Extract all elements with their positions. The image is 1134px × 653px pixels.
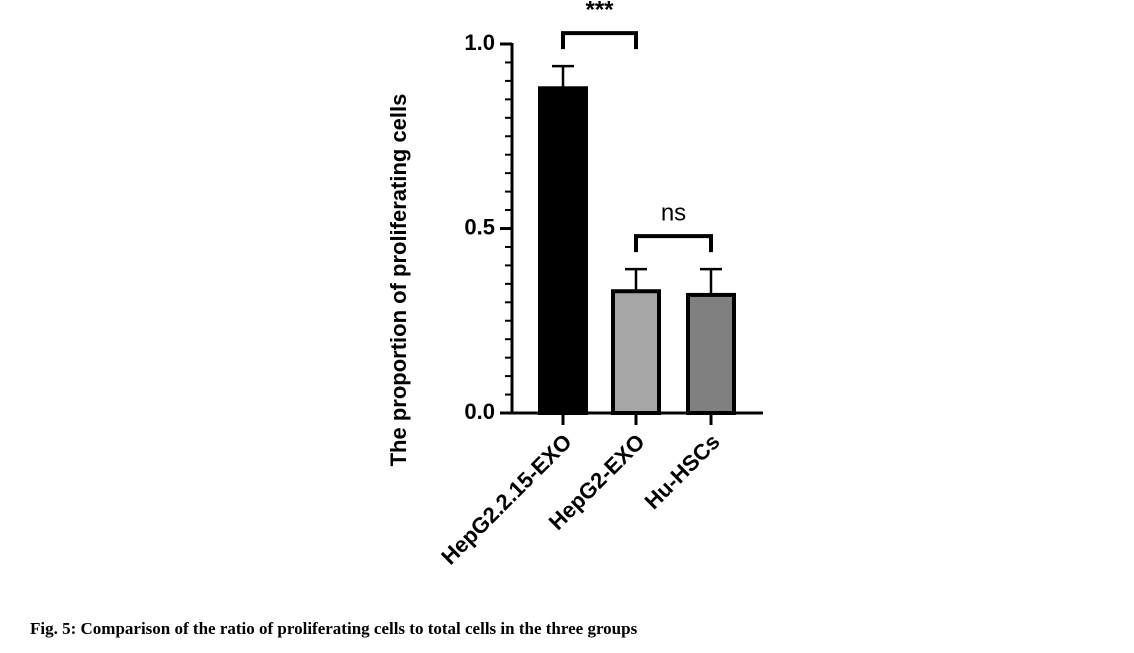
significance-bracket bbox=[634, 234, 713, 253]
x-tick-label: Hu-HSCs bbox=[640, 429, 725, 514]
significance-label: *** bbox=[585, 0, 614, 23]
bar bbox=[538, 86, 588, 415]
bar bbox=[686, 292, 736, 416]
y-tick-label: 0.0 bbox=[464, 399, 495, 424]
significance-label: ns bbox=[661, 199, 686, 226]
y-tick-label: 1.0 bbox=[464, 30, 495, 55]
caption: Fig. 5: Comparison of the ratio of proli… bbox=[30, 619, 638, 638]
bar bbox=[611, 289, 661, 416]
significance-bracket bbox=[561, 31, 638, 50]
x-tick-label: HepG2.2.15-EXO bbox=[436, 429, 576, 569]
y-axis-label: The proportion of proliferating cells bbox=[386, 94, 411, 467]
y-tick-label: 0.5 bbox=[464, 214, 495, 239]
